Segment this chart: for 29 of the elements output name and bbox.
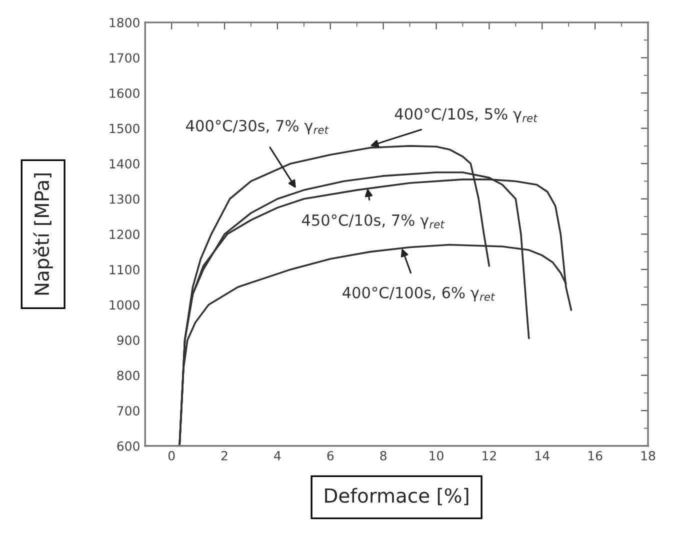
y-axis-title: Napětí [MPa] bbox=[33, 173, 53, 295]
annotation: 450°C/10s, 7% γ$_{ret}$ bbox=[302, 214, 445, 229]
x-tick-label: 10 bbox=[430, 450, 444, 460]
y-tick-label: 1300 bbox=[110, 194, 140, 204]
y-tick-label: 1400 bbox=[110, 159, 140, 169]
y-tick-label: 1700 bbox=[110, 53, 140, 63]
x-tick-label: 14 bbox=[536, 451, 550, 460]
y-tick-label: 600 bbox=[117, 441, 140, 451]
annotation: 400°C/30s, 7% γ$_{ret}$ bbox=[186, 120, 329, 134]
x-tick-label: 12 bbox=[482, 450, 496, 460]
y-tick-label: 900 bbox=[117, 335, 140, 345]
x-tick-label: 0 bbox=[168, 450, 175, 460]
y-tick-label: 700 bbox=[117, 406, 140, 416]
annotation: 400°C/100s, 6% γ$_{ret}$ bbox=[342, 286, 496, 302]
y-tick-label: 1100 bbox=[110, 264, 140, 274]
x-tick-label: 4 bbox=[274, 451, 281, 460]
x-axis-title: Deformace [%] bbox=[325, 488, 468, 506]
y-tick-label: 1500 bbox=[110, 124, 140, 134]
x-tick-label: 8 bbox=[380, 450, 386, 460]
x-tick-label: 2 bbox=[221, 450, 228, 460]
y-tick-label: 1600 bbox=[110, 88, 140, 98]
y-tick-label: 1800 bbox=[110, 18, 140, 28]
annotation: 400°C/10s, 5% γ$_{ret}$ bbox=[394, 108, 538, 123]
y-tick-label: 1000 bbox=[110, 300, 140, 310]
y-tick-label: 1200 bbox=[110, 230, 140, 240]
x-tick-label: 16 bbox=[588, 450, 602, 460]
x-tick-label: 6 bbox=[327, 450, 334, 460]
x-tick-label: 18 bbox=[641, 450, 656, 460]
y-tick-label: 800 bbox=[117, 370, 140, 380]
